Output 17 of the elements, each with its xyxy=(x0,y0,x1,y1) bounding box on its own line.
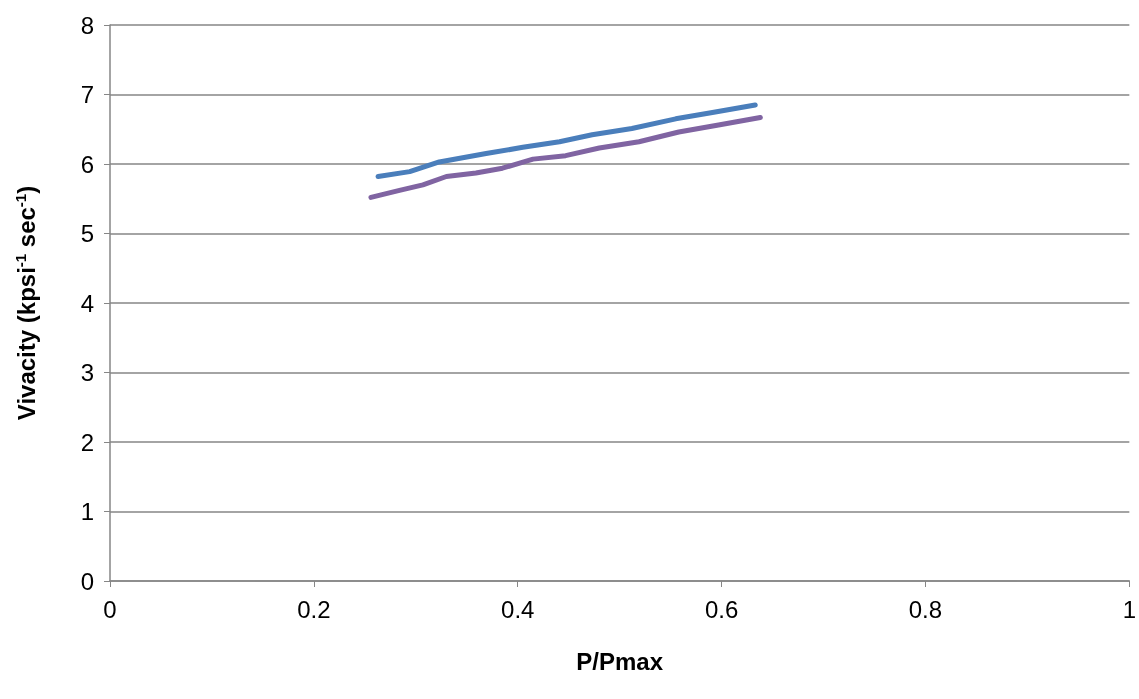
y-tick-label: 4 xyxy=(80,289,94,317)
y-axis-title: Vivacity (kpsi-1 sec-1) xyxy=(12,185,40,421)
x-tick-label: 0.4 xyxy=(501,595,535,623)
y-tick-label: 7 xyxy=(80,81,94,108)
y-tick-label: 8 xyxy=(80,11,94,39)
y-tick-label: 5 xyxy=(80,220,94,247)
y-tick-label: 0 xyxy=(80,567,94,595)
y-tick-label: 2 xyxy=(80,428,94,456)
x-tick-label: 1 xyxy=(1122,595,1137,623)
y-tick-label: 3 xyxy=(80,359,94,386)
x-tick-label: 0 xyxy=(103,595,117,623)
x-tick-label: 0.8 xyxy=(908,595,943,623)
x-tick-label: 0.2 xyxy=(297,595,331,623)
x-axis-title: P/Pmax xyxy=(576,647,664,675)
y-tick-label: 1 xyxy=(80,498,94,525)
x-tick-label: 0.6 xyxy=(704,595,739,623)
y-tick-label: 6 xyxy=(80,150,94,178)
